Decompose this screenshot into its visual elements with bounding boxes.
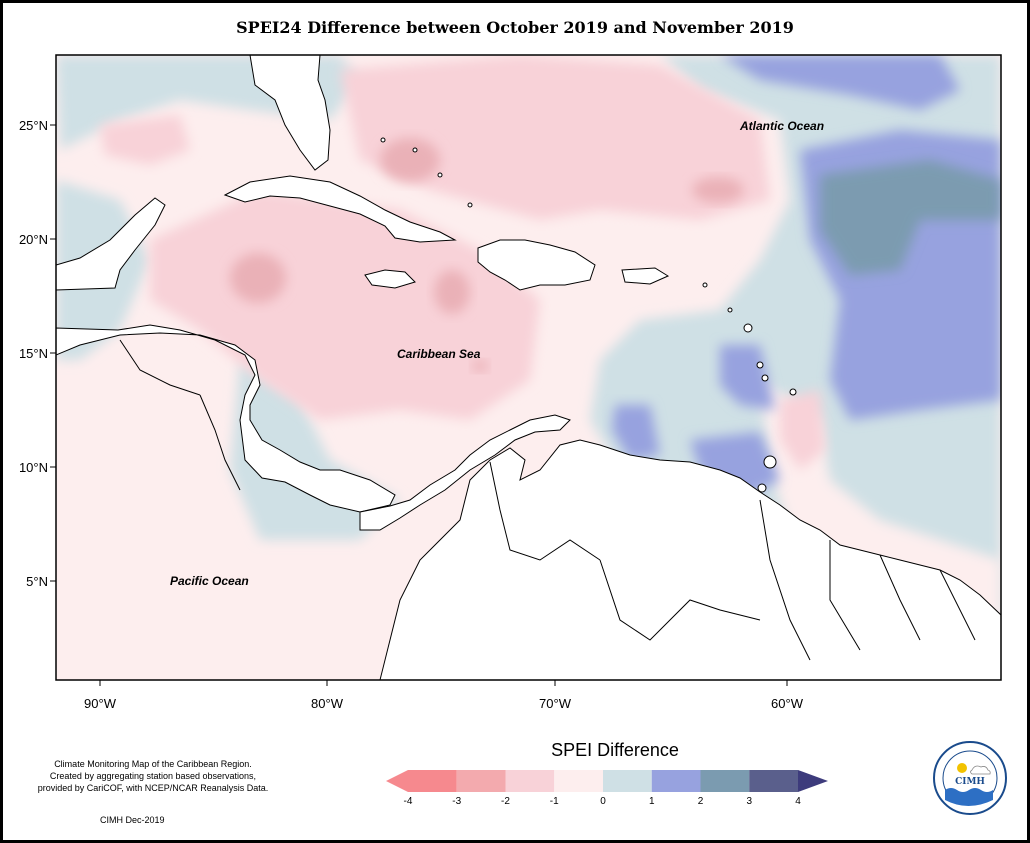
credit-line: provided by CariCOF, with NCEP/NCAR Rean… <box>37 783 269 793</box>
lat-tick-label: 15°N <box>19 346 48 361</box>
south-america-land <box>379 439 1001 680</box>
colorbar-segment <box>505 770 555 792</box>
colorbar-segment <box>456 770 506 792</box>
colorbar-segment <box>700 770 750 792</box>
lat-tick-label: 20°N <box>19 232 48 247</box>
colorbar-segment <box>603 770 652 792</box>
puerto-rico-land <box>621 267 670 285</box>
colorbar-tick-label: -3 <box>452 796 461 807</box>
lon-axis <box>99 680 788 686</box>
legend-colorbar: -4 -3 -2 -1 0 1 2 3 4 <box>386 770 828 807</box>
lon-tick-label: 60°W <box>771 696 804 711</box>
colorbar-tick-label: -1 <box>550 796 559 807</box>
lat-tick-label: 5°N <box>26 574 48 589</box>
cuba-land <box>223 175 457 243</box>
date-stamp: CIMH Dec-2019 <box>100 815 165 825</box>
caribbean-sea-label: Caribbean Sea <box>397 347 481 361</box>
colorbar-segment <box>651 770 701 792</box>
colorbar-tick-label: -4 <box>404 796 413 807</box>
hispaniola-land <box>477 239 596 291</box>
lat-axis <box>50 124 56 582</box>
colorbar-segment <box>749 770 798 792</box>
colorbar-arrow-high <box>798 770 828 792</box>
land-masses <box>56 55 1001 680</box>
lat-tick-label: 10°N <box>19 460 48 475</box>
lon-tick-label: 80°W <box>311 696 344 711</box>
mexico-central-america-land <box>56 324 396 513</box>
lat-tick-label: 25°N <box>19 118 48 133</box>
colorbar-tick-label: -2 <box>501 796 510 807</box>
country-borders <box>119 339 976 661</box>
credit-line: Climate Monitoring Map of the Caribbean … <box>54 759 252 769</box>
cloud-icon <box>970 765 991 775</box>
lon-tick-label: 70°W <box>539 696 572 711</box>
map-title: SPEI24 Difference between October 2019 a… <box>236 18 794 37</box>
colorbar-segment <box>408 770 457 792</box>
waves-icon <box>945 788 993 806</box>
legend-title: SPEI Difference <box>551 740 679 760</box>
colorbar-tick-label: 2 <box>698 796 704 807</box>
panama-land <box>359 414 571 531</box>
credit-line: Created by aggregating station based obs… <box>49 771 257 781</box>
florida-land <box>249 55 331 171</box>
jamaica-land <box>364 269 416 289</box>
pacific-ocean-label: Pacific Ocean <box>170 574 249 588</box>
colorbar-tick-label: 1 <box>649 796 655 807</box>
lon-tick-label: 90°W <box>84 696 117 711</box>
sun-icon <box>957 763 967 773</box>
colorbar-segment <box>554 770 603 792</box>
logo-text: CIMH <box>955 777 985 787</box>
colorbar-arrow-low <box>386 770 408 792</box>
colorbar-tick-label: 4 <box>795 796 801 807</box>
map-border <box>55 54 1002 681</box>
atlantic-ocean-label: Atlantic Ocean <box>739 119 824 133</box>
cimh-logo: CIMH <box>933 741 1007 815</box>
credit-text: Climate Monitoring Map of the Caribbean … <box>28 758 278 794</box>
colorbar-tick-label: 0 <box>600 796 606 807</box>
central-america-land <box>56 197 166 291</box>
colorbar-tick-label: 3 <box>746 796 752 807</box>
